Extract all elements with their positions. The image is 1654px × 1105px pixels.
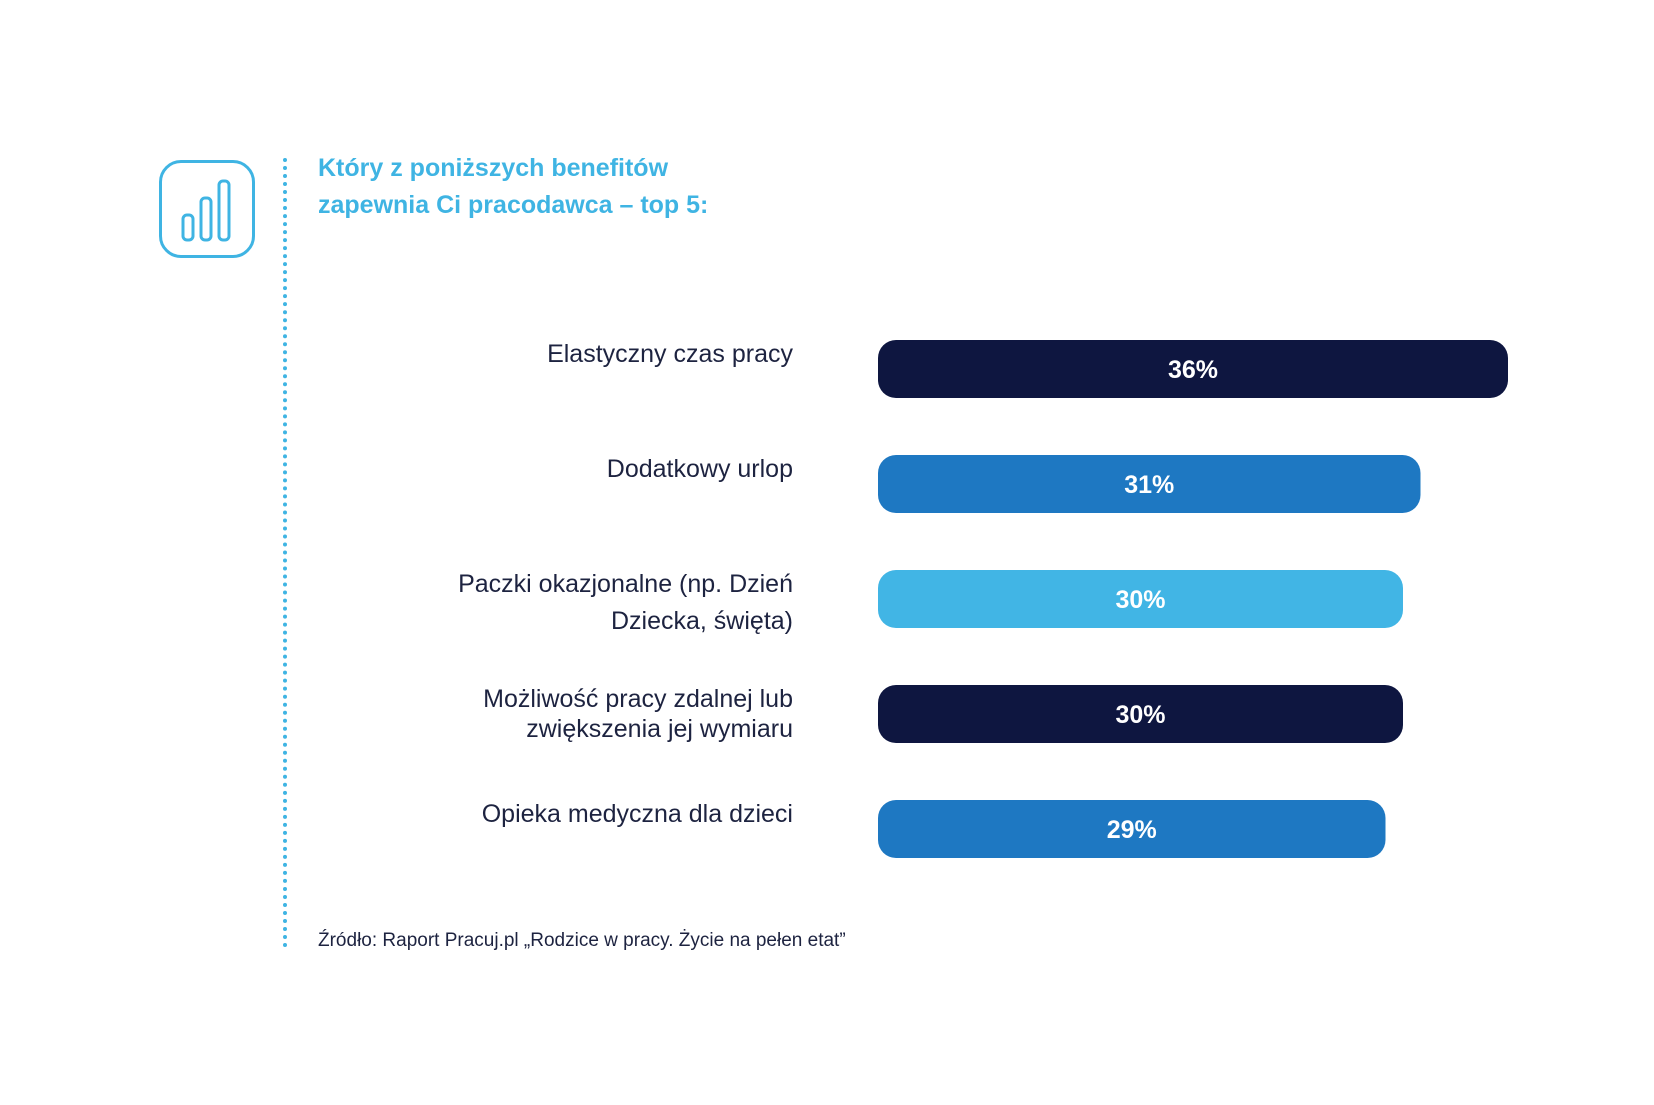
- bar-0: [878, 340, 1508, 398]
- bar-4: [878, 800, 1386, 858]
- category-label-0-line-0: Elastyczny czas pracy: [547, 340, 793, 368]
- category-label-2-line-0: Paczki okazjonalne (np. Dzień: [458, 570, 793, 598]
- dotted-divider: [283, 158, 287, 948]
- chart-title-line-1: Który z poniższych benefitów: [318, 154, 669, 182]
- category-label-3-line-0: Możliwość pracy zdalnej lub: [483, 685, 793, 713]
- bar-value-label-4: 29%: [1107, 816, 1157, 844]
- bar-value-label-1: 31%: [1124, 471, 1174, 499]
- category-label-3-line-1: zwiększenia jej wymiaru: [526, 715, 793, 743]
- bar-1: [878, 455, 1421, 513]
- bar-chart-icon: [159, 160, 255, 258]
- category-label-4-line-0: Opieka medyczna dla dzieci: [482, 800, 793, 828]
- source-note: Źródło: Raport Pracuj.pl „Rodzice w prac…: [318, 930, 846, 951]
- bar-3: [878, 685, 1403, 743]
- bar-value-label-0: 36%: [1168, 356, 1218, 384]
- chart-title: Który z poniższych benefitów zapewnia Ci…: [318, 150, 838, 224]
- bar-value-label-2: 30%: [1115, 586, 1165, 614]
- category-label-1-line-0: Dodatkowy urlop: [607, 455, 793, 483]
- chart-title-line-2: zapewnia Ci pracodawca – top 5:: [318, 191, 709, 219]
- bar-value-label-3: 30%: [1115, 701, 1165, 729]
- bar-2: [878, 570, 1403, 628]
- category-label-2-line-1: Dziecka, święta): [611, 607, 793, 635]
